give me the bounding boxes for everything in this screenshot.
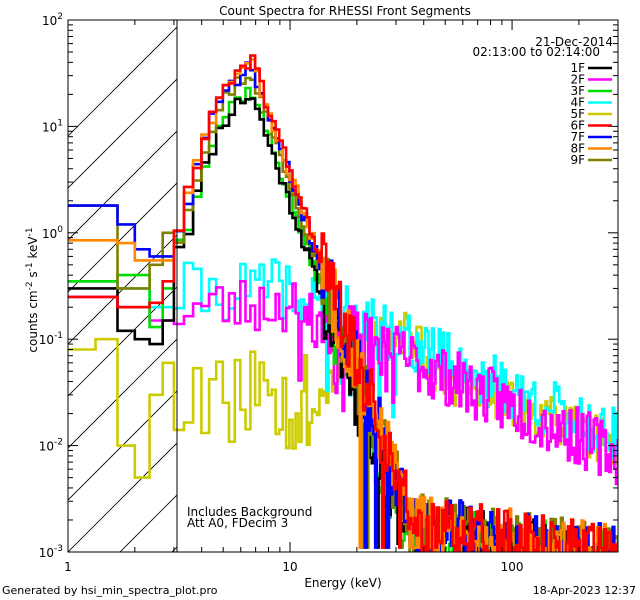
y-tick-label: 10-1 [39, 331, 63, 347]
hatch-line [68, 442, 177, 552]
y-label-part-2: s [26, 271, 40, 281]
y-label-exp-3: -1 [25, 227, 35, 236]
footer-generated-by: Generated by hsi_min_spectra_plot.pro [2, 584, 218, 597]
hatch-line [68, 234, 177, 345]
chart-title: Count Spectra for RHESSI Front Segments [219, 4, 471, 18]
legend-date: 21-Dec-2014 [535, 35, 613, 49]
hatch-line [68, 390, 177, 501]
x-tick-label: 100 [501, 560, 524, 574]
legend-label-4F: 4F [570, 96, 585, 110]
series-layer [68, 54, 618, 552]
legend-label-3F: 3F [570, 84, 585, 98]
y-label-part-1: counts cm [26, 290, 40, 352]
hatch-line [68, 78, 177, 189]
legend-label-8F: 8F [570, 142, 585, 156]
y-label-exp-1: -2 [25, 281, 35, 290]
legend-label-2F: 2F [570, 73, 585, 87]
y-tick-label: 100 [42, 225, 63, 241]
x-axis-label: Energy (keV) [304, 576, 381, 590]
legend-label-1F: 1F [570, 61, 585, 75]
series-4F-line [68, 258, 618, 460]
annotation-attenuator: Att A0, FDecim 3 [187, 516, 288, 530]
y-tick-label: 102 [42, 12, 63, 28]
axes: 1 10 100 10-3 10-2 10-1 100 101 102 [39, 12, 619, 574]
legend-label-9F: 9F [570, 153, 585, 167]
plot-frame [67, 19, 619, 553]
x-tick-label: 1 [64, 560, 72, 574]
series-2F-line [68, 280, 618, 486]
y-axis-label: counts cm-2 s-1 keV-1 [25, 227, 40, 352]
y-tick-label: 10-3 [39, 544, 63, 560]
legend-label-6F: 6F [570, 119, 585, 133]
x-tick-label: 10 [282, 560, 297, 574]
series-6F-line [68, 54, 618, 552]
legend-label-7F: 7F [570, 130, 585, 144]
footer-timestamp: 18-Apr-2023 12:37 [533, 584, 636, 597]
legend-time-range: 02:13:00 to 02:14:00 [473, 45, 600, 59]
y-label-part-3: keV [26, 236, 40, 263]
y-tick-label: 101 [42, 118, 63, 134]
legend-label-5F: 5F [570, 107, 585, 121]
y-tick-label: 10-2 [39, 438, 63, 454]
annotation-background: Includes Background [187, 505, 312, 519]
hatch-line [68, 26, 177, 137]
y-label-exp-2: -1 [25, 262, 35, 271]
